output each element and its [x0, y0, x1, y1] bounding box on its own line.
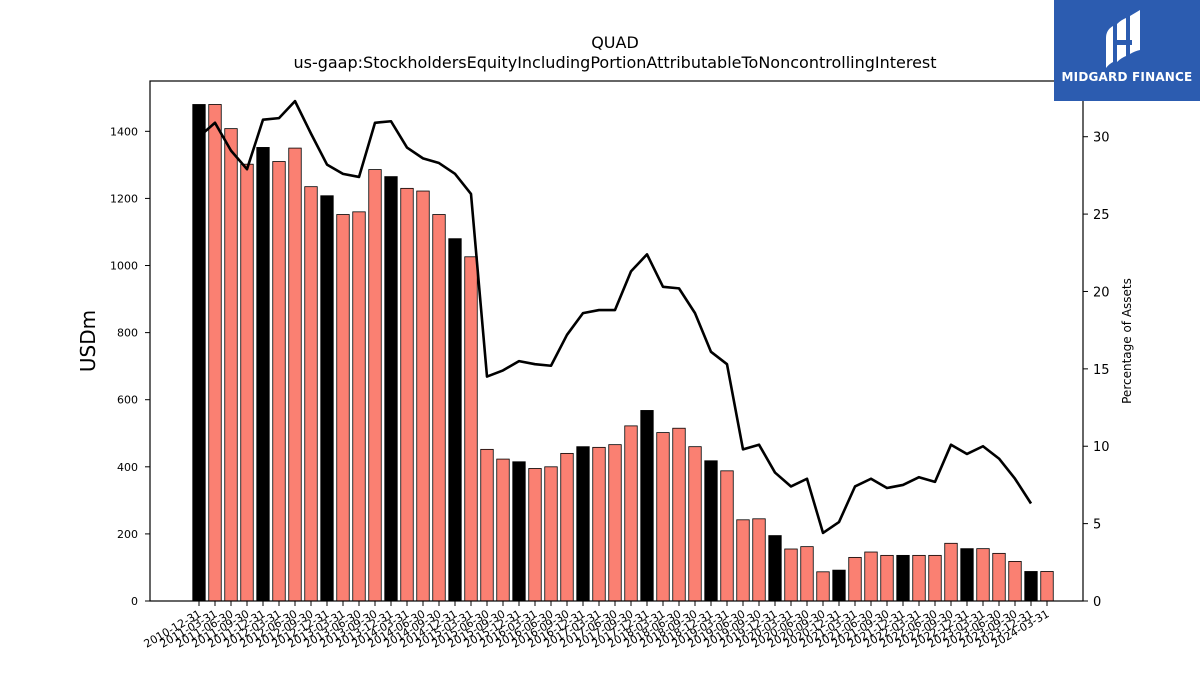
bar: [368, 169, 382, 602]
bar: [976, 548, 990, 602]
bar: [992, 552, 1006, 602]
bar: [240, 163, 254, 602]
bar: [768, 535, 782, 602]
bar: [576, 446, 590, 602]
bar: [480, 448, 494, 602]
bar: [944, 542, 958, 602]
bar: [320, 195, 334, 602]
bar: [192, 104, 206, 602]
bar: [1040, 571, 1054, 602]
bar: [304, 186, 318, 602]
y-tick-label: 400: [117, 461, 138, 474]
bar: [896, 554, 910, 602]
bar: [784, 548, 798, 602]
bar: [736, 519, 750, 602]
y2-axis-label: Percentage of Assets: [1120, 278, 1134, 404]
y-tick-label: 1200: [110, 192, 138, 205]
bar: [592, 446, 606, 602]
bar: [416, 190, 430, 602]
bar: [528, 468, 542, 602]
bar: [384, 176, 398, 602]
bar: [704, 460, 718, 602]
y-tick-label: 200: [117, 528, 138, 541]
bar: [448, 238, 462, 602]
percentage-line: [198, 99, 1033, 535]
bar: [912, 554, 926, 602]
bar: [288, 147, 302, 602]
bar: [752, 518, 766, 602]
bar: [848, 556, 862, 602]
bar: [608, 444, 622, 602]
y-tick-label: 1400: [110, 125, 138, 138]
midgard-logo-icon: [1106, 10, 1140, 68]
bar-series: [192, 104, 1054, 602]
bar: [224, 128, 238, 602]
plot-frame: [149, 80, 1084, 602]
y-axis-label: USDm: [76, 310, 100, 372]
bar: [816, 571, 830, 602]
bar: [656, 432, 670, 602]
bar: [208, 104, 222, 602]
bar: [960, 548, 974, 602]
bar: [1008, 561, 1022, 602]
bar: [688, 446, 702, 602]
bar: [832, 569, 846, 602]
chart-title: QUAD: [591, 33, 639, 52]
y-tick-label: 800: [117, 327, 138, 340]
y2-tick-label: 0: [1093, 595, 1101, 610]
y-tick-label: 600: [117, 394, 138, 407]
bar: [544, 466, 558, 602]
x-axis: 2010-12-312011-03-312011-06-302011-09-30…: [142, 601, 1052, 651]
bar: [464, 256, 478, 602]
y2-tick-label: 15: [1093, 363, 1110, 378]
y2-tick-label: 30: [1093, 131, 1110, 146]
y-axis-left: 0 200 400 600 800 1000 1200 1400: [110, 125, 150, 608]
bar: [256, 147, 270, 602]
percentage-line-series: [198, 99, 1033, 535]
y-tick-label: 1000: [110, 260, 138, 273]
bar: [1024, 571, 1038, 602]
bar: [432, 214, 446, 602]
bar: [624, 425, 638, 602]
bar: [400, 187, 414, 602]
bar: [880, 554, 894, 602]
bar: [560, 452, 574, 602]
bar: [800, 546, 814, 602]
y2-tick-label: 20: [1093, 285, 1110, 300]
y2-tick-label: 10: [1093, 440, 1110, 455]
y-tick-label: 0: [131, 595, 138, 608]
bar: [336, 214, 350, 602]
y2-tick-label: 25: [1093, 208, 1110, 223]
bar: [640, 410, 654, 602]
y-axis-right: 0 5 10 15 20 25 30: [1083, 131, 1110, 610]
logo-text: MIDGARD FINANCE: [1061, 70, 1193, 84]
bar: [720, 470, 734, 602]
bar: [512, 461, 526, 602]
bar: [272, 161, 286, 602]
bar: [928, 554, 942, 602]
bar: [352, 211, 366, 602]
bar: [864, 551, 878, 602]
bar: [672, 427, 686, 602]
bar: [496, 458, 510, 602]
y2-tick-label: 5: [1093, 518, 1101, 533]
brand-logo: MIDGARD FINANCE: [1054, 0, 1200, 101]
chart-subtitle: us-gaap:StockholdersEquityIncludingPorti…: [293, 53, 936, 72]
